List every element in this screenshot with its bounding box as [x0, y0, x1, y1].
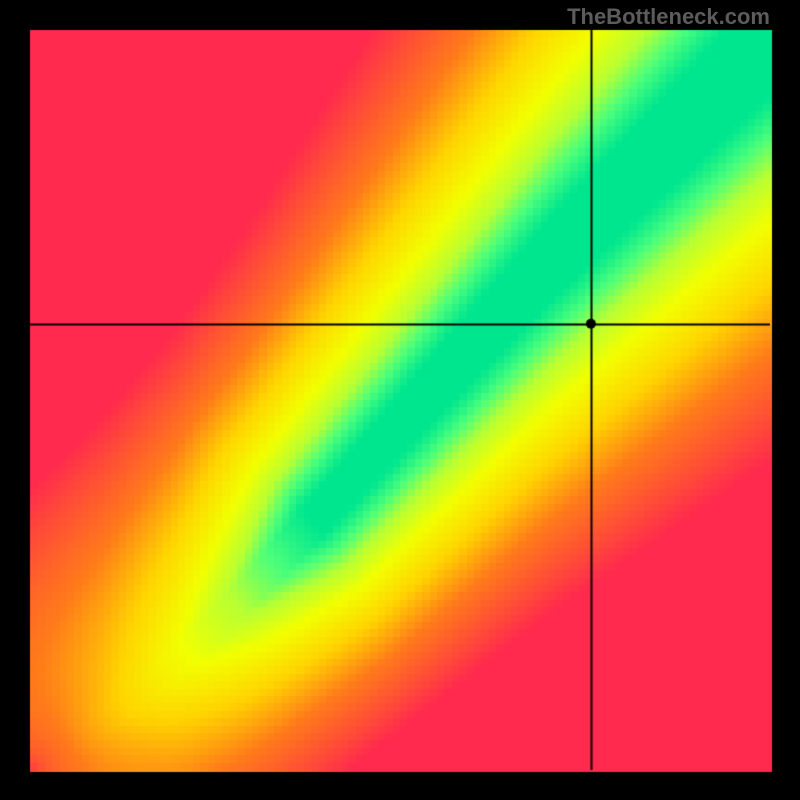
watermark-text: TheBottleneck.com: [567, 4, 770, 30]
bottleneck-heatmap: [0, 0, 800, 800]
